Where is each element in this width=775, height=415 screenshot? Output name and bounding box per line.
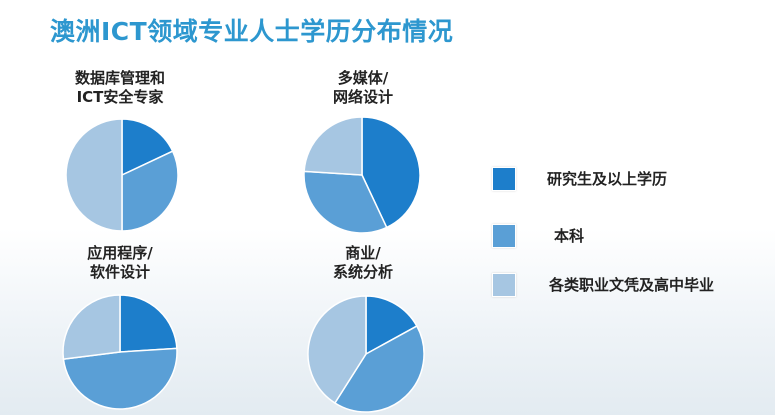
legend-label-diploma: 各类职业文凭及高中毕业 [549, 276, 715, 294]
pie-title-line-2: 软件设计 [89, 263, 150, 281]
pie-slice-postgraduate [119, 294, 178, 353]
pie-title-line-2: 网络设计 [332, 88, 393, 106]
legend-swatch-bachelor [492, 224, 516, 248]
pie-title-line-2: ICT安全专家 [76, 88, 164, 106]
pie-title-line-1: 数据库管理和 [74, 69, 165, 87]
pie-title-line-1: 应用程序/ [87, 244, 153, 262]
chart-title: 澳洲ICT领域专业人士学历分布情况 [50, 17, 454, 46]
pie-slice-bachelor [121, 150, 179, 232]
legend-swatch-diploma [492, 273, 516, 297]
pie-slice-bachelor [333, 325, 425, 413]
pie-slice-diploma [307, 295, 367, 405]
pie-slice-postgraduate [121, 118, 174, 177]
pie-slice-diploma [62, 294, 121, 360]
pie-slice-postgraduate [361, 116, 421, 229]
pie-slice-diploma [303, 116, 363, 176]
legend-label-bachelor: 本科 [554, 227, 585, 245]
pie-title-multimedia-web: 多媒体/ 网络设计 [273, 69, 453, 107]
pie-slice-bachelor [303, 170, 388, 234]
pie-title-line-1: 多媒体/ [337, 69, 389, 87]
pie-title-business-analysis: 商业/ 系统分析 [273, 244, 453, 282]
legend-swatch-postgraduate [492, 167, 516, 191]
legend-label-postgraduate: 研究生及以上学历 [547, 170, 668, 188]
pie-title-software-design: 应用程序/ 软件设计 [30, 244, 210, 282]
pie-slice-bachelor [62, 347, 178, 410]
pie-slice-diploma [65, 118, 123, 232]
pie-slice-postgraduate [365, 295, 418, 356]
pie-title-line-1: 商业/ [345, 244, 381, 262]
pie-title-database-security: 数据库管理和 ICT安全专家 [30, 69, 210, 107]
pie-title-line-2: 系统分析 [332, 263, 393, 281]
